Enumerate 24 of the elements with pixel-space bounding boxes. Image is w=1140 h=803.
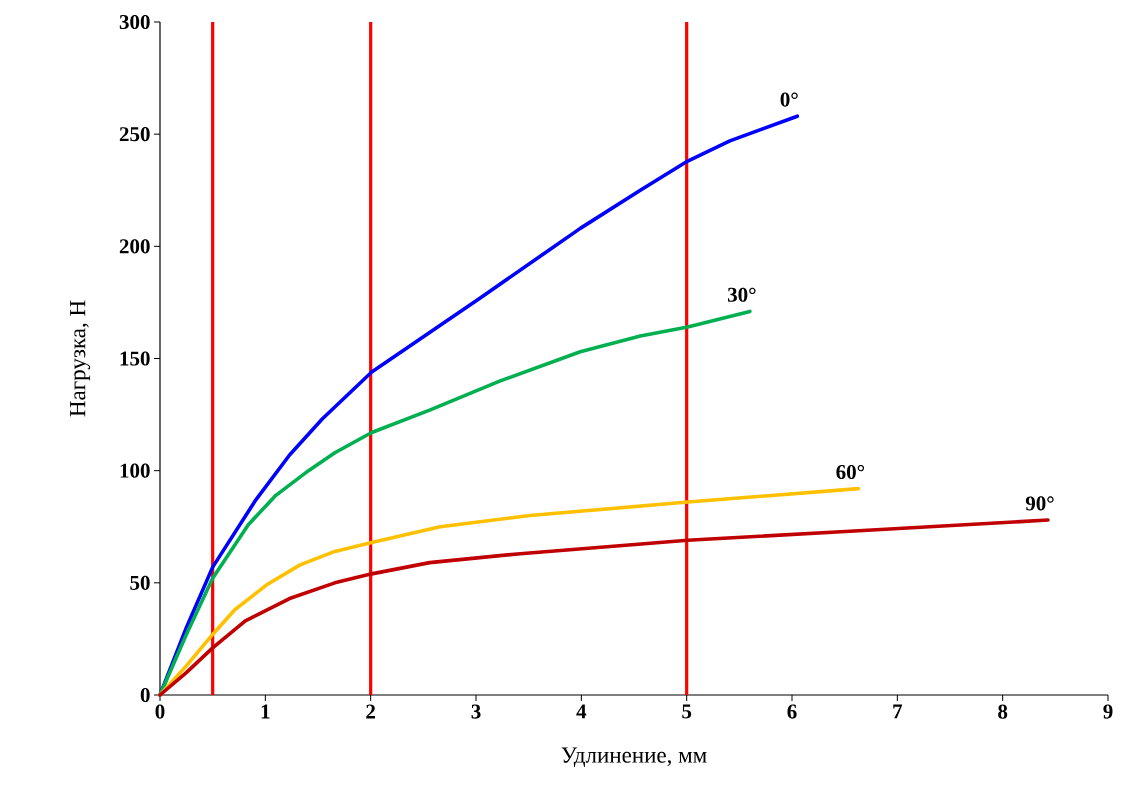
series-label: 60°	[836, 464, 865, 480]
y-tick-label: 0	[140, 687, 150, 703]
series-label: 0°	[780, 92, 798, 107]
y-tick-label: 200	[119, 239, 150, 254]
series-label: 90°	[1025, 496, 1054, 511]
line-series	[158, 518, 1050, 697]
x-tick-label: 7	[893, 704, 903, 719]
x-axis-title: Удлинение, мм	[561, 747, 707, 768]
x-tick-label: 3	[471, 704, 481, 719]
x-tick-label: 8	[998, 704, 1008, 719]
y-tick-label: 100	[120, 463, 150, 478]
y-tick-label: 250	[119, 127, 150, 142]
y-tick-label: 300	[119, 14, 150, 30]
x-tick-label: 2	[366, 704, 376, 719]
y-tick-label: 150	[120, 351, 150, 366]
x-tick-label: 6	[787, 704, 797, 719]
y-tick-label: 50	[130, 575, 150, 590]
x-tick-label: 4	[576, 704, 587, 719]
series-label: 30°	[727, 287, 756, 302]
x-tick-label: 9	[1103, 704, 1113, 719]
x-tick-label: 5	[682, 704, 692, 719]
y-axis-title: Нагрузка, Н	[70, 300, 91, 417]
x-tick-label: 0	[155, 704, 165, 719]
x-tick-label: 1	[261, 704, 270, 719]
